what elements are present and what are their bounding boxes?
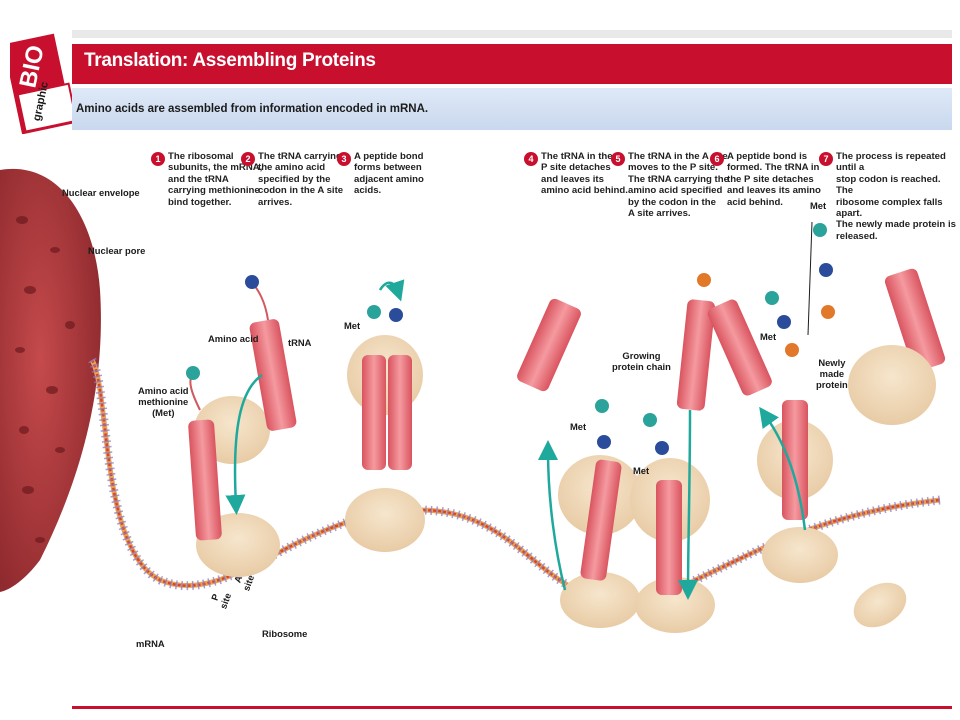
step-text: The tRNA in the P site detaches and leav…: [541, 151, 628, 197]
ribosome-step4: [517, 298, 642, 628]
label-amino-acid-met: Amino acid methionine (Met): [138, 385, 189, 418]
ribosome-step6: [707, 291, 838, 583]
ribosome-step1: [186, 366, 280, 577]
top-strip: [72, 30, 952, 38]
title-band: [72, 44, 952, 84]
step-text: A peptide bond is formed. The tRNA in th…: [727, 151, 821, 208]
label-mrna: mRNA: [136, 638, 165, 649]
step-text: The ribosomal subunits, the mRNA, and th…: [168, 151, 263, 208]
diagram-title: Translation: Assembling Proteins: [84, 50, 376, 71]
label-amino-acid: Amino acid: [208, 333, 259, 344]
step-4: 4 The tRNA in the P site detaches and le…: [524, 151, 628, 197]
translation-illustration: [0, 168, 946, 633]
label-growing-chain: Growing protein chain: [612, 350, 671, 372]
label-trna: tRNA: [288, 337, 312, 348]
label-nuclear-pore: Nuclear pore: [88, 245, 146, 256]
ribosome-step3: [345, 279, 425, 552]
step-number: 5: [611, 152, 625, 166]
step-number: 4: [524, 152, 538, 166]
step-6: 6 A peptide bond is formed. The tRNA in …: [710, 151, 821, 208]
label-met-step3: Met: [344, 320, 361, 331]
ribosome-step5: [630, 273, 716, 633]
label-met-step5: Met: [633, 465, 650, 476]
step-number: 1: [151, 152, 165, 166]
label-met-step7: Met: [810, 200, 827, 211]
step-7: 7 The process is repeated until a stop c…: [819, 151, 960, 242]
step-text: The process is repeated until a stop cod…: [836, 151, 956, 242]
step-3: 3 A peptide bond forms between adjacent …: [337, 151, 424, 197]
step-text: The tRNA carrying the amino acid specifi…: [258, 151, 344, 208]
nucleus: [0, 168, 101, 592]
biographic-logo: BIO graphic: [10, 33, 72, 134]
label-met-step6: Met: [760, 331, 777, 342]
step-number: 6: [710, 152, 724, 166]
label-nuclear-envelope: Nuclear envelope: [62, 187, 140, 198]
subtitle-band: [72, 88, 952, 130]
label-met-step4: Met: [570, 421, 587, 432]
label-ribosome: Ribosome: [262, 628, 308, 639]
step-1: 1 The ribosomal subunits, the mRNA, and …: [151, 151, 263, 208]
bottom-rule: [72, 706, 952, 709]
ribosome-step7: [807, 221, 946, 628]
step-number: 2: [241, 152, 255, 166]
diagram-subtitle: Amino acids are assembled from informati…: [76, 103, 429, 115]
step-number: 7: [819, 152, 833, 166]
label-newly-made-protein: Newly made protein: [816, 357, 848, 390]
step-text: A peptide bond forms between adjacent am…: [354, 151, 424, 197]
trna-incoming-step2: [225, 275, 297, 515]
step-2: 2 The tRNA carrying the amino acid speci…: [241, 151, 344, 208]
step-number: 3: [337, 152, 351, 166]
